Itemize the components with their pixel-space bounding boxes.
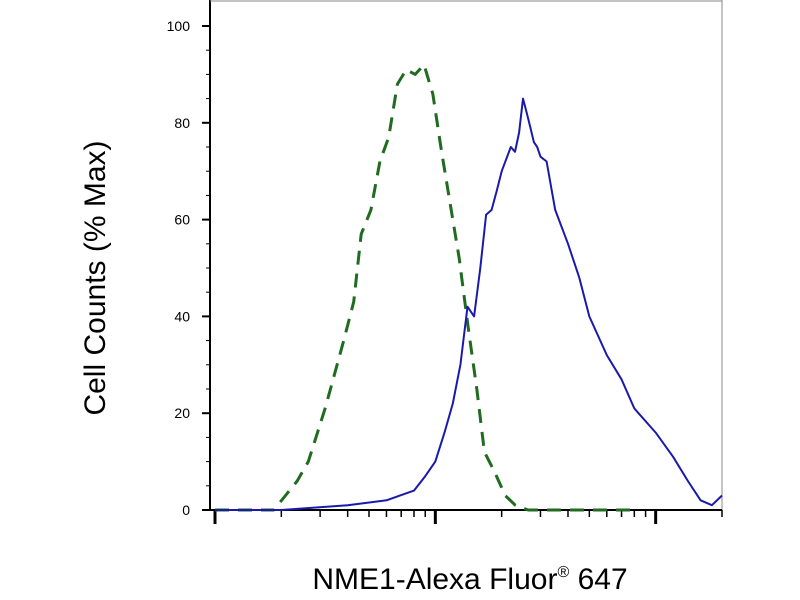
control-histogram-line [215, 63, 635, 512]
sample-histogram-line [215, 97, 723, 511]
x-axis [213, 510, 723, 524]
y-tick-label: 100 [167, 18, 191, 34]
y-tick-label: 0 [182, 502, 190, 518]
y-axis: 0 20 40 60 80 100 [167, 18, 210, 518]
x-axis-title: NME1-Alexa Fluor® 647 [200, 563, 740, 597]
plot-frame [209, 0, 723, 511]
series-layer [215, 63, 723, 512]
y-tick-label: 80 [174, 115, 190, 131]
registered-mark: ® [557, 564, 570, 581]
x-axis-title-suffix: 647 [569, 563, 628, 596]
y-tick-label: 40 [174, 308, 190, 324]
x-axis-title-text: NME1-Alexa Fluor [312, 563, 558, 596]
y-tick-label: 60 [174, 212, 190, 228]
y-tick-label: 20 [174, 405, 190, 421]
y-axis-title: Cell Counts (% Max) [79, 140, 112, 416]
